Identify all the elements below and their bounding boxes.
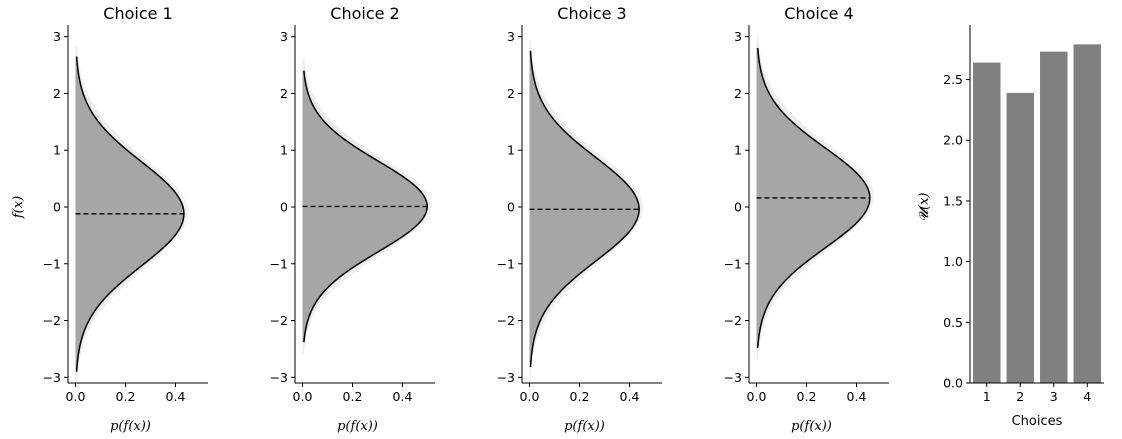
x-tick-label: 0.0: [747, 389, 767, 404]
y-tick-label: 1.0: [943, 254, 963, 269]
x-tick-label: 2: [1016, 389, 1024, 404]
x-tick-label: 0.2: [343, 389, 363, 404]
y-tick-label: 2: [53, 86, 61, 101]
panel-title: Choice 1: [103, 4, 172, 23]
x-axis-label: p(f(x)): [791, 419, 832, 434]
bar-choice-1: [973, 62, 1001, 383]
x-tick-label: 0.4: [166, 389, 186, 404]
density-panel-1: −3 −2 −1 0 1 2 3 0.0 0.2 0.4 Choice 1 p(f(x)) f(x): [11, 4, 208, 434]
y-tick-label: −1: [724, 256, 742, 271]
y-tick-label: 3: [53, 29, 61, 44]
y-tick-label: −2: [724, 313, 742, 328]
y-tick-label: 2.5: [943, 72, 963, 87]
y-tick-label: 0.5: [943, 315, 963, 330]
bar-choice-3: [1040, 51, 1068, 383]
panel-title: Choice 4: [784, 4, 853, 23]
density-curve: [529, 50, 640, 368]
y-tick-label: −2: [43, 313, 61, 328]
x-tick-label: 0.0: [520, 389, 540, 404]
y-tick-label: 1.5: [943, 193, 963, 208]
y-axis-label: 𝓤(x): [917, 193, 932, 222]
x-tick-label: 0.4: [393, 389, 413, 404]
x-tick-label: 1: [983, 389, 991, 404]
y-tick-label: −1: [43, 256, 61, 271]
density-panel-4: −3 −2 −1 0 1 2 3 0.0 0.2 0.4 Choice 4 p(f(x)): [724, 4, 889, 434]
y-tick-label: −1: [497, 256, 515, 271]
density-fill: [529, 50, 640, 368]
y-tick-label: −3: [497, 370, 515, 385]
bar-choice-2: [1006, 92, 1034, 384]
y-tick-label: 3: [280, 29, 288, 44]
y-axis-label: f(x): [11, 196, 26, 219]
y-tick-label: −2: [497, 313, 515, 328]
x-tick-label: 0.0: [293, 389, 313, 404]
y-tick-label: 2: [507, 86, 515, 101]
y-tick-label: 2: [734, 86, 742, 101]
y-tick-label: 0: [734, 200, 742, 215]
y-tick-label: 3: [734, 29, 742, 44]
y-tick-label: −3: [270, 370, 288, 385]
x-axis-label: p(f(x)): [337, 419, 378, 434]
y-tick-label: 0: [507, 200, 515, 215]
y-tick-label: 2: [280, 86, 288, 101]
x-axis-label: p(f(x)): [564, 419, 605, 434]
y-tick-label: 2.0: [943, 133, 963, 148]
y-tick-label: 3: [507, 29, 515, 44]
x-tick-label: 4: [1083, 389, 1091, 404]
panel-title: Choice 3: [557, 4, 626, 23]
utility-bar-chart: 1 2 3 4 0.0 0.5 1.0 1.5 2.0 2.5 Choices 𝓤(x): [917, 25, 1104, 429]
density-curve: [757, 47, 871, 348]
y-tick-label: −3: [724, 370, 742, 385]
x-tick-label: 0.4: [620, 389, 640, 404]
y-tick-label: 0: [53, 200, 61, 215]
y-tick-label: −3: [43, 370, 61, 385]
y-tick-label: 0.0: [943, 376, 963, 391]
y-tick-label: 0: [280, 200, 288, 215]
density-curve: [75, 56, 185, 372]
x-tick-label: 0.2: [116, 389, 136, 404]
y-tick-label: 1: [507, 143, 515, 158]
y-tick-label: 1: [53, 143, 61, 158]
x-tick-label: 3: [1050, 389, 1058, 404]
x-tick-label: 0.2: [570, 389, 590, 404]
x-tick-label: 0.0: [66, 389, 86, 404]
bar-choice-4: [1073, 44, 1101, 384]
x-axis-label: Choices: [1012, 414, 1063, 429]
density-panel-3: −3 −2 −1 0 1 2 3 0.0 0.2 0.4 Choice 3 p(f(x)): [497, 4, 662, 434]
density-curve: [303, 70, 428, 343]
density-fill: [302, 70, 428, 343]
y-tick-label: 1: [280, 143, 288, 158]
x-tick-label: 0.4: [847, 389, 867, 404]
panel-title: Choice 2: [330, 4, 399, 23]
x-axis-label: p(f(x)): [110, 419, 151, 434]
y-tick-label: −1: [270, 256, 288, 271]
y-tick-label: 1: [734, 143, 742, 158]
y-tick-label: −2: [270, 313, 288, 328]
x-tick-label: 0.2: [797, 389, 817, 404]
density-panel-2: −3 −2 −1 0 1 2 3 0.0 0.2 0.4 Choice 2 p(f(x)): [270, 4, 435, 434]
density-fill: [75, 56, 184, 372]
